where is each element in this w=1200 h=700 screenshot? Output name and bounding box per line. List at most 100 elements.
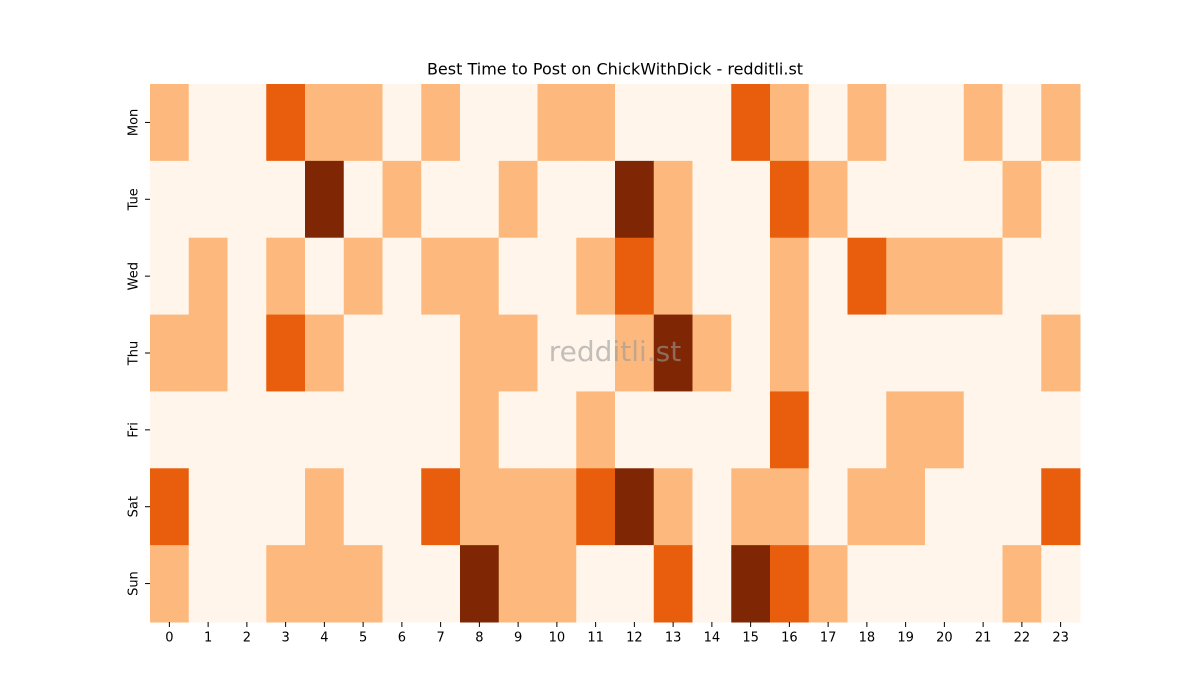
cell [460, 391, 500, 469]
cell [227, 391, 267, 469]
cell [576, 391, 616, 469]
cell [343, 391, 383, 469]
cell [188, 160, 228, 239]
cell [925, 545, 965, 623]
cell [731, 468, 771, 546]
cell [343, 468, 383, 546]
cell [266, 468, 306, 546]
cell [963, 545, 1003, 623]
cell [576, 314, 616, 392]
cell [615, 160, 655, 239]
cell [808, 314, 848, 392]
cell [692, 314, 732, 392]
cell [653, 314, 693, 392]
cell [925, 84, 965, 162]
cell [615, 237, 655, 316]
cell [847, 237, 887, 316]
cell [266, 84, 306, 162]
cell [886, 545, 926, 623]
cell [770, 314, 810, 392]
cell [808, 160, 848, 239]
cell [421, 314, 461, 392]
cell [963, 84, 1003, 162]
cell [963, 314, 1003, 392]
cell [1041, 545, 1081, 623]
cell [305, 468, 345, 546]
cell [925, 314, 965, 392]
cell [266, 314, 306, 392]
x-tick-label: 17 [820, 631, 837, 646]
cell [498, 237, 538, 316]
x-tick-label: 1 [204, 631, 212, 646]
cell [886, 84, 926, 162]
cell [150, 545, 190, 623]
cell [847, 391, 887, 469]
cell [266, 391, 306, 469]
cell [343, 314, 383, 392]
cell [615, 84, 655, 162]
cell [963, 160, 1003, 239]
x-tick-label: 0 [165, 631, 173, 646]
cell [343, 237, 383, 316]
cell [1041, 160, 1081, 239]
cell [382, 84, 422, 162]
cell [963, 468, 1003, 546]
cell [925, 468, 965, 546]
cell [808, 237, 848, 316]
x-tick-label: 4 [320, 631, 328, 646]
cell [886, 314, 926, 392]
cell [808, 84, 848, 162]
x-tick-label: 3 [281, 631, 289, 646]
cell [537, 237, 577, 316]
cell [460, 237, 500, 316]
cell [731, 160, 771, 239]
x-tick-label: 16 [781, 631, 798, 646]
cell [1002, 237, 1042, 316]
x-tick-label: 2 [243, 631, 251, 646]
cell [692, 237, 732, 316]
cell [421, 160, 461, 239]
cell [498, 314, 538, 392]
cell [576, 545, 616, 623]
x-tick-label: 23 [1052, 631, 1069, 646]
x-tick-label: 12 [626, 631, 643, 646]
cell [227, 314, 267, 392]
cell [731, 84, 771, 162]
x-tick-label: 10 [549, 631, 566, 646]
cell [421, 84, 461, 162]
y-tick-label: Fri [127, 422, 142, 438]
cell [770, 545, 810, 623]
cell [537, 468, 577, 546]
cell [886, 160, 926, 239]
cell [188, 391, 228, 469]
chart-title: Best Time to Post on ChickWithDick - red… [427, 60, 803, 79]
cell [188, 314, 228, 392]
cell [421, 391, 461, 469]
cell [1002, 84, 1042, 162]
cell [615, 391, 655, 469]
x-tick-label: 19 [897, 631, 914, 646]
heatmap [150, 84, 1081, 623]
x-tick-label: 8 [475, 631, 483, 646]
cell [188, 545, 228, 623]
cell [731, 391, 771, 469]
cell [460, 545, 500, 623]
y-tick-label: Sat [127, 496, 142, 517]
cell [886, 468, 926, 546]
cell [305, 314, 345, 392]
x-tick-label: 9 [514, 631, 522, 646]
cell [847, 160, 887, 239]
cell [1002, 545, 1042, 623]
cell [847, 468, 887, 546]
x-tick-label: 11 [587, 631, 604, 646]
cell [382, 545, 422, 623]
x-tick-label: 5 [359, 631, 367, 646]
cell [343, 545, 383, 623]
cell [653, 545, 693, 623]
cell [692, 545, 732, 623]
cell [770, 468, 810, 546]
cell [653, 237, 693, 316]
cell [460, 84, 500, 162]
cell [1002, 391, 1042, 469]
